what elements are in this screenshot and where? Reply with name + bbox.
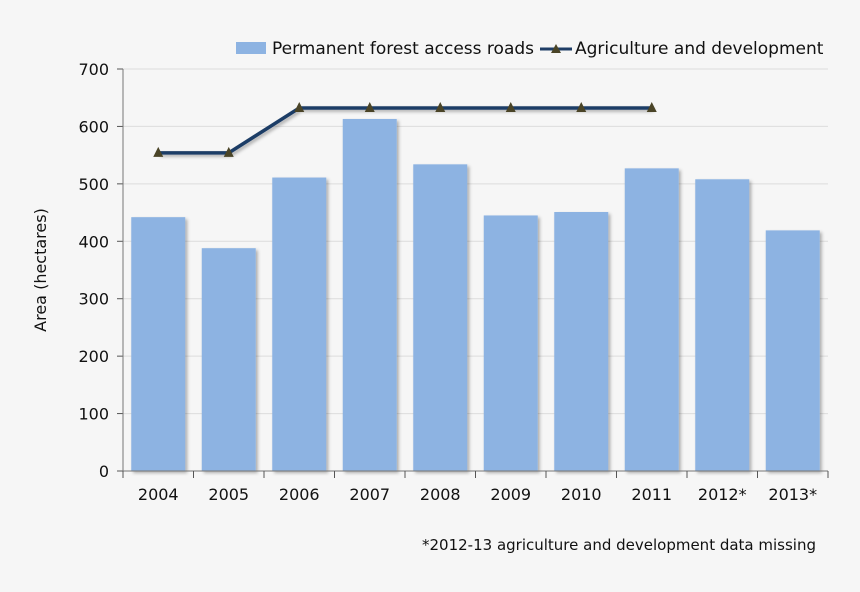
bar [131, 217, 186, 471]
x-tick-label: 2005 [208, 485, 249, 504]
x-tick-label: 2008 [420, 485, 461, 504]
bar [272, 177, 327, 472]
x-tick-label: 2013* [768, 485, 817, 504]
legend-marker-triangle [551, 44, 561, 53]
x-tick-label: 2006 [279, 485, 320, 504]
y-tick-label: 500 [78, 175, 109, 194]
x-tick-label: 2011 [631, 485, 672, 504]
line-marker [505, 102, 516, 113]
line-marker [646, 102, 657, 113]
y-tick-label: 700 [78, 60, 109, 79]
legend: Permanent forest access roads Agricultur… [236, 39, 824, 59]
bars [131, 118, 820, 472]
legend-swatch-bar [236, 42, 266, 54]
bar [483, 215, 538, 471]
line-marker [576, 102, 587, 113]
bar [554, 211, 609, 472]
x-tick-label: 2012* [698, 485, 747, 504]
bar [624, 168, 679, 471]
y-tick-label: 300 [78, 290, 109, 309]
line-marker [435, 102, 446, 113]
y-tick-label: 100 [78, 405, 109, 424]
y-tick-label: 200 [78, 347, 109, 366]
legend-label-bar: Permanent forest access roads [272, 39, 534, 59]
x-tick-label: 2009 [490, 485, 531, 504]
bar [342, 118, 397, 471]
line-marker [223, 146, 234, 157]
line-series [153, 102, 657, 157]
footnote: *2012-13 agriculture and development dat… [422, 536, 816, 554]
line-marker [294, 102, 305, 113]
y-axis-label: Area (hectares) [31, 208, 50, 332]
line-marker [153, 146, 164, 157]
y-tick-label: 400 [78, 232, 109, 251]
bar [413, 164, 468, 471]
x-tick-label: 2004 [138, 485, 179, 504]
x-tick-label: 2007 [349, 485, 390, 504]
bar [765, 230, 820, 471]
line-marker [364, 102, 375, 113]
y-tick-label: 600 [78, 117, 109, 136]
bar [695, 179, 750, 471]
y-tick-label: 0 [99, 462, 109, 481]
axes: 0 100 200 300 400 500 600 700 2004 2005 2006 2007 20… [78, 60, 829, 504]
bar [201, 248, 256, 471]
line-path [158, 106, 652, 155]
x-tick-label: 2010 [561, 485, 602, 504]
legend-label-line: Agriculture and development [575, 39, 824, 59]
